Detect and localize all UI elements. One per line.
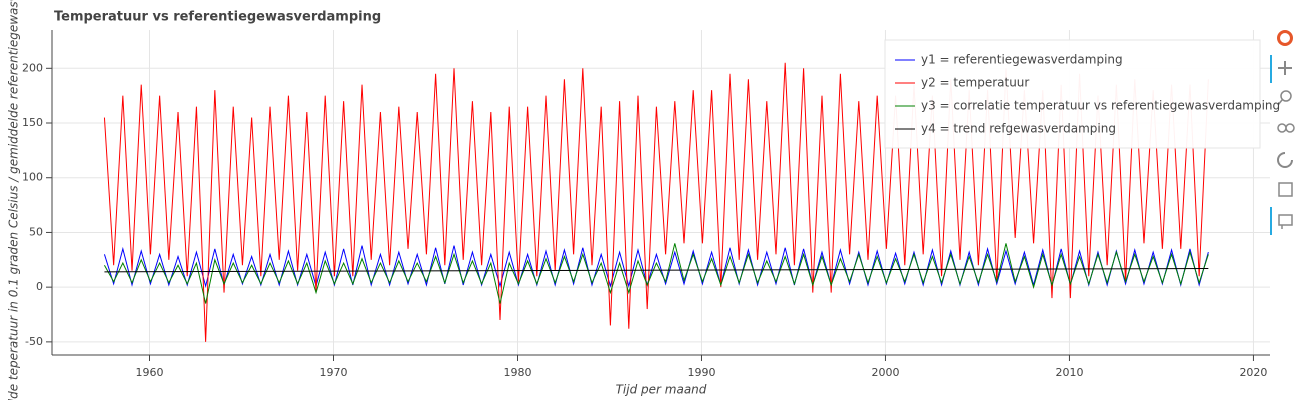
x-axis-label: Tijd per maand xyxy=(616,383,707,397)
y-axis-label: gemiddelde teperatuur in 0.1 graden Cels… xyxy=(7,0,21,400)
y-tick-label: 100 xyxy=(22,171,43,184)
legend-label: y1 = referentiegewasverdamping xyxy=(921,53,1123,67)
x-tick-label: 2000 xyxy=(871,366,899,379)
legend-box xyxy=(884,39,1261,149)
hover-tool[interactable] xyxy=(1278,214,1293,229)
x-tick-label: 1960 xyxy=(136,366,164,379)
legend-label: y2 = temperatuur xyxy=(921,76,1029,90)
pan-tool[interactable] xyxy=(1278,61,1292,75)
y-tick-label: -50 xyxy=(25,335,43,348)
y-tick-label: 0 xyxy=(36,280,43,293)
x-tick-label: 1980 xyxy=(503,366,531,379)
bokeh-logo[interactable] xyxy=(1277,30,1293,46)
reset-tool[interactable] xyxy=(1277,152,1293,168)
x-tick-label: 2010 xyxy=(1055,366,1083,379)
x-tick-label: 2020 xyxy=(1239,366,1267,379)
y-tick-label: 200 xyxy=(22,61,43,74)
series-line xyxy=(104,268,1209,273)
chart-title: Temperatuur vs referentiegewasverdamping xyxy=(54,10,381,25)
series-line xyxy=(104,243,1209,304)
toolbar xyxy=(1270,30,1295,235)
legend: y1 = referentiegewasverdamping y2 = tempe… xyxy=(884,39,1280,149)
legend-label: y4 = trend refgewasverdamping xyxy=(921,122,1116,136)
series-line xyxy=(103,245,1209,289)
y-tick-label: 50 xyxy=(29,225,43,238)
legend-label: y3 = correlatie temperatuur vs referenti… xyxy=(921,99,1280,113)
x-tick-label: 1970 xyxy=(320,366,348,379)
tool-active-bar xyxy=(1270,207,1272,235)
y-tick-label: 150 xyxy=(22,116,43,129)
wheel-zoom-tool[interactable] xyxy=(1277,123,1295,133)
tool-active-bar xyxy=(1270,55,1272,83)
save-tool[interactable] xyxy=(1278,182,1293,197)
box-zoom-tool[interactable] xyxy=(1277,90,1292,106)
x-tick-label: 1990 xyxy=(687,366,715,379)
